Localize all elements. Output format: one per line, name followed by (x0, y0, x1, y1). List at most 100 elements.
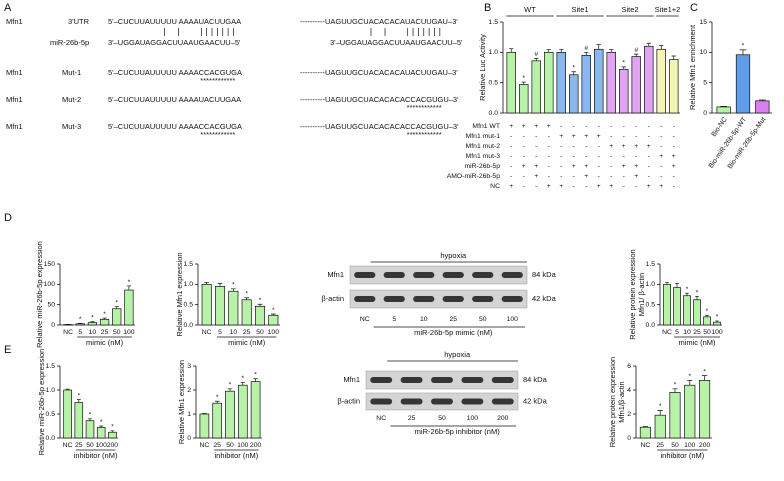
blot-band (383, 296, 405, 302)
treatment-sign: - (623, 173, 625, 180)
error-bar (99, 425, 104, 428)
row-label: miR-26b-5p (50, 38, 89, 47)
treatment-sign: - (510, 163, 512, 170)
blot-strip (349, 265, 528, 285)
bar (212, 402, 223, 439)
bar (594, 48, 604, 114)
significance-mark: * (259, 297, 262, 304)
treatment-sign: - (673, 183, 675, 190)
lane-label: 100 (507, 316, 519, 323)
error-bar (546, 48, 551, 53)
treatment-sign: - (610, 153, 612, 160)
y-axis-label: Relative Mfn1 enrichment (688, 24, 697, 110)
y-axis-label: Relative Luc Activity (478, 34, 487, 101)
bar (87, 322, 98, 326)
x-tick-label: 25 (101, 329, 109, 336)
lane-label: 50 (438, 415, 446, 422)
treatment-sign: - (535, 133, 537, 140)
treatment-sign: + (559, 183, 563, 190)
error-bar (509, 48, 514, 53)
x-tick-label: 100 (268, 329, 280, 336)
treatment-label: Mfn1 mut-1 (466, 133, 501, 140)
error-bar (65, 388, 70, 390)
error-bar (110, 430, 115, 433)
treatment-sign: - (673, 143, 675, 150)
bar (250, 381, 261, 439)
treatment-sign: + (547, 183, 551, 190)
bar (654, 414, 666, 439)
blot-caption: miR-26b-5p mimic (nM) (414, 328, 493, 337)
treatment-sign: - (548, 173, 550, 180)
significance-mark: * (688, 373, 691, 380)
blot-band (413, 296, 435, 302)
error-bar (739, 49, 747, 55)
sequence-segment: 3'–UGGAUAGGACUUA (108, 38, 188, 47)
error-bar (584, 51, 589, 56)
error-bar (227, 388, 233, 392)
error-bar (217, 283, 223, 287)
error-bar (672, 388, 678, 393)
sequence-segment: A (236, 95, 241, 104)
bar (556, 51, 566, 114)
error-bar (671, 55, 676, 60)
significance-mark: * (229, 382, 232, 389)
error-bar (559, 48, 564, 53)
treatment-sign: + (572, 133, 576, 140)
bar (99, 318, 110, 326)
x-tick-label: 50 (703, 329, 711, 336)
treatment-sign: - (573, 143, 575, 150)
bar (75, 323, 85, 326)
y-tick-label: 0 (187, 435, 191, 442)
treatment-sign: - (535, 143, 537, 150)
significance-mark: * (522, 75, 525, 82)
x-tick-label: 100 (684, 442, 696, 449)
treatment-sign: - (523, 173, 525, 180)
x-tick-label: 50 (256, 329, 264, 336)
panel-label: A (4, 2, 12, 14)
error-bar (715, 320, 719, 323)
error-bar (534, 58, 539, 61)
lane-label: NC (360, 316, 370, 323)
bar (544, 51, 554, 114)
treatment-sign: + (584, 173, 588, 180)
treatment-sign: - (523, 143, 525, 150)
treatment-sign: - (660, 143, 662, 150)
treatment-sign: - (573, 183, 575, 190)
significance-mark: * (686, 286, 689, 293)
blot-band (400, 377, 423, 383)
significance-mark: * (89, 412, 92, 419)
treatment-sign: - (523, 133, 525, 140)
treatment-sign: - (623, 123, 625, 130)
y-tick-label: 0.5 (46, 411, 56, 418)
x-tick-label: 100 (123, 329, 135, 336)
treatment-sign: - (585, 123, 587, 130)
bar (684, 384, 696, 439)
significance-mark: * (216, 394, 219, 401)
error-bar (621, 66, 626, 70)
bar (716, 106, 731, 114)
x-axis-label: inhibitor (nM) (74, 451, 118, 460)
treatment-label: NC (490, 183, 500, 190)
sequence-segment: A (236, 17, 241, 26)
row-label: Mut-3 (62, 122, 81, 131)
treatment-sign: + (647, 183, 651, 190)
treatment-sign: - (548, 163, 550, 170)
treatment-sign: - (635, 123, 637, 130)
error-bar (675, 283, 679, 288)
bar (531, 60, 541, 114)
significance-mark: * (241, 375, 244, 382)
treatment-sign: + (634, 173, 638, 180)
bar (669, 59, 679, 114)
y-tick-label: 50 (47, 301, 55, 308)
x-axis-label: inhibitor (nM) (661, 451, 705, 460)
sequence-segment: AUGAACUU (188, 38, 231, 47)
sequence-segment: ----------UAGUUGCUACACACA (300, 68, 405, 77)
treatment-sign: - (673, 123, 675, 130)
bar (63, 389, 72, 439)
treatment-sign: - (648, 163, 650, 170)
x-tick-label: 50 (226, 442, 234, 449)
lane-label: NC (376, 415, 386, 422)
y-tick-label: 0.5 (184, 301, 194, 308)
sequence-segment: U–3' (443, 122, 459, 131)
treatment-sign: - (585, 183, 587, 190)
